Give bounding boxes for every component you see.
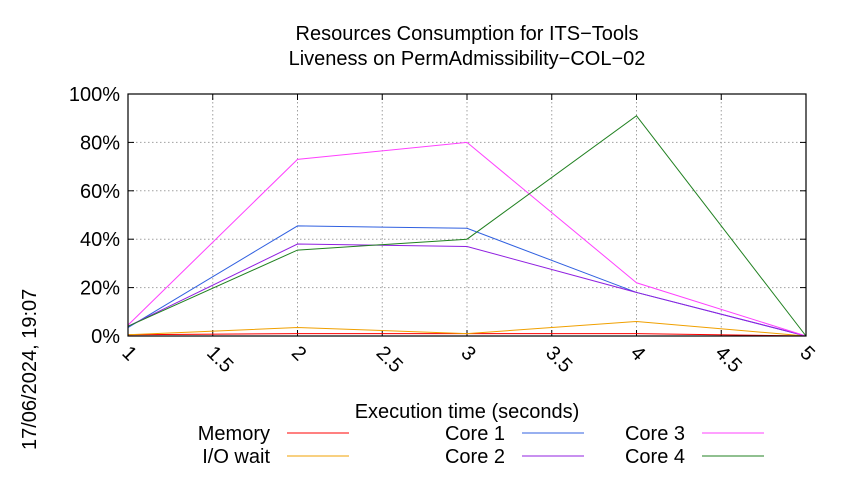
series-line-core-4: [127, 115, 807, 337]
x-tick-label: 4.5: [711, 342, 746, 377]
x-axis-label: Execution time (seconds): [355, 401, 580, 423]
x-tick-label: 3.5: [541, 342, 576, 377]
x-tick-label: 3: [456, 342, 479, 365]
x-tick-label: 4: [626, 342, 649, 365]
y-tick-label: 40%: [80, 229, 120, 251]
x-tick-label: 1: [117, 342, 140, 365]
legend-label: Core 4: [625, 446, 685, 468]
x-tick-label: 2.5: [372, 342, 407, 377]
y-tick-label: 80%: [80, 132, 120, 154]
series-line-i-o-wait: [127, 320, 807, 337]
x-tick-label: 1.5: [202, 342, 237, 377]
legend-label: Core 2: [445, 446, 505, 468]
series-line-core-3: [127, 141, 807, 337]
legend-label: Memory: [198, 423, 270, 445]
legend-label: Core 3: [625, 423, 685, 445]
y-axis-ticks: 0% 20% 40% 60% 80% 100%: [69, 84, 806, 348]
series-line-core-2: [127, 243, 807, 337]
legend-label: Core 1: [445, 423, 505, 445]
chart-subtitle: Liveness on PermAdmissibility−COL−02: [289, 48, 646, 70]
x-tick-label: 2: [287, 342, 310, 365]
y-tick-label: 20%: [80, 278, 120, 300]
grid-lines: [128, 94, 806, 336]
y-tick-label: 60%: [80, 181, 120, 203]
chart-title: Resources Consumption for ITS−Tools: [296, 23, 639, 45]
plot-frame: [127, 93, 807, 337]
x-tick-label: 5: [795, 342, 818, 365]
y-tick-label: 100%: [69, 84, 120, 106]
legend-label: I/O wait: [202, 446, 270, 468]
series-lines: [127, 115, 807, 337]
y-tick-label: 0%: [91, 326, 120, 348]
timestamp-label: 17/06/2024, 19:07: [19, 289, 41, 450]
